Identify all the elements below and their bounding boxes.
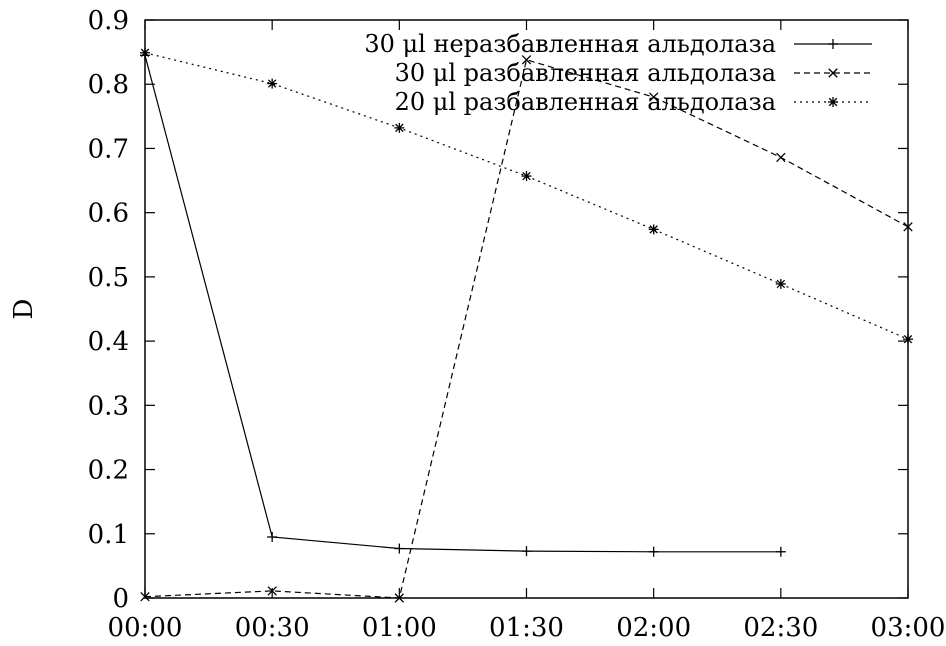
y-tick-label: 0.4 <box>88 327 129 357</box>
y-tick-label: 0.1 <box>88 520 129 550</box>
x-tick-label: 01:30 <box>489 613 564 643</box>
legend-marker <box>828 68 838 78</box>
legend-label: 20 μl разбавленная альдолаза <box>395 88 776 116</box>
data-point <box>648 92 659 102</box>
data-point <box>140 592 150 602</box>
y-tick-label: 0 <box>112 584 129 614</box>
legend-marker <box>828 97 838 107</box>
x-tick-label: 01:00 <box>362 613 437 643</box>
data-point <box>903 334 913 345</box>
legend-marker <box>828 39 838 49</box>
data-point <box>775 278 786 289</box>
data-point <box>775 546 786 557</box>
series-line <box>144 55 781 553</box>
data-point <box>776 152 786 163</box>
ticks <box>144 19 909 599</box>
y-tick-label: 0.6 <box>88 199 129 229</box>
data-point <box>648 224 659 235</box>
series-1 <box>140 50 786 557</box>
y-tick-label: 0.8 <box>88 70 129 100</box>
legend-entry-2: 30 μl разбавленная альдолаза <box>395 59 872 87</box>
series-2 <box>140 55 913 603</box>
data-point <box>140 47 150 58</box>
data-point <box>521 171 532 182</box>
legend-entry-1: 30 μl неразбавленная альдолаза <box>364 30 872 58</box>
y-tick-label: 0.9 <box>88 6 129 36</box>
series-line <box>144 59 909 599</box>
y-tick-label: 0.2 <box>88 456 129 486</box>
x-tick-label: 00:00 <box>108 613 183 643</box>
legend-label: 30 μl неразбавленная альдолаза <box>364 30 776 58</box>
x-tick-label: 00:30 <box>235 613 310 643</box>
y-tick-label: 0.3 <box>88 391 129 421</box>
data-point <box>394 593 405 603</box>
x-tick-label: 02:30 <box>743 613 818 643</box>
data-point <box>521 55 532 65</box>
legend-entry-3: 20 μl разбавленная альдолаза <box>395 88 872 116</box>
data-point <box>648 546 659 557</box>
y-tick-label: 0.5 <box>88 263 129 293</box>
data-point <box>394 543 405 554</box>
x-tick-labels: 00:00 00:30 01:00 01:30 02:00 02:30 03:00 <box>108 613 946 643</box>
legend-label: 30 μl разбавленная альдолаза <box>395 59 776 87</box>
series-3 <box>140 47 913 345</box>
y-tick-label: 0.7 <box>88 134 129 164</box>
x-tick-label: 03:00 <box>871 613 946 643</box>
y-tick-labels: 0 0.1 0.2 0.3 0.4 0.5 0.6 0.7 0.8 0.9 <box>88 6 129 614</box>
data-point <box>394 122 405 133</box>
y-axis-label: D <box>9 299 39 320</box>
data-point <box>521 546 532 557</box>
x-tick-label: 02:00 <box>616 613 691 643</box>
data-point <box>903 222 913 232</box>
data-point <box>267 586 277 596</box>
series-group <box>140 47 913 603</box>
data-point <box>267 78 278 89</box>
data-point <box>267 531 278 542</box>
